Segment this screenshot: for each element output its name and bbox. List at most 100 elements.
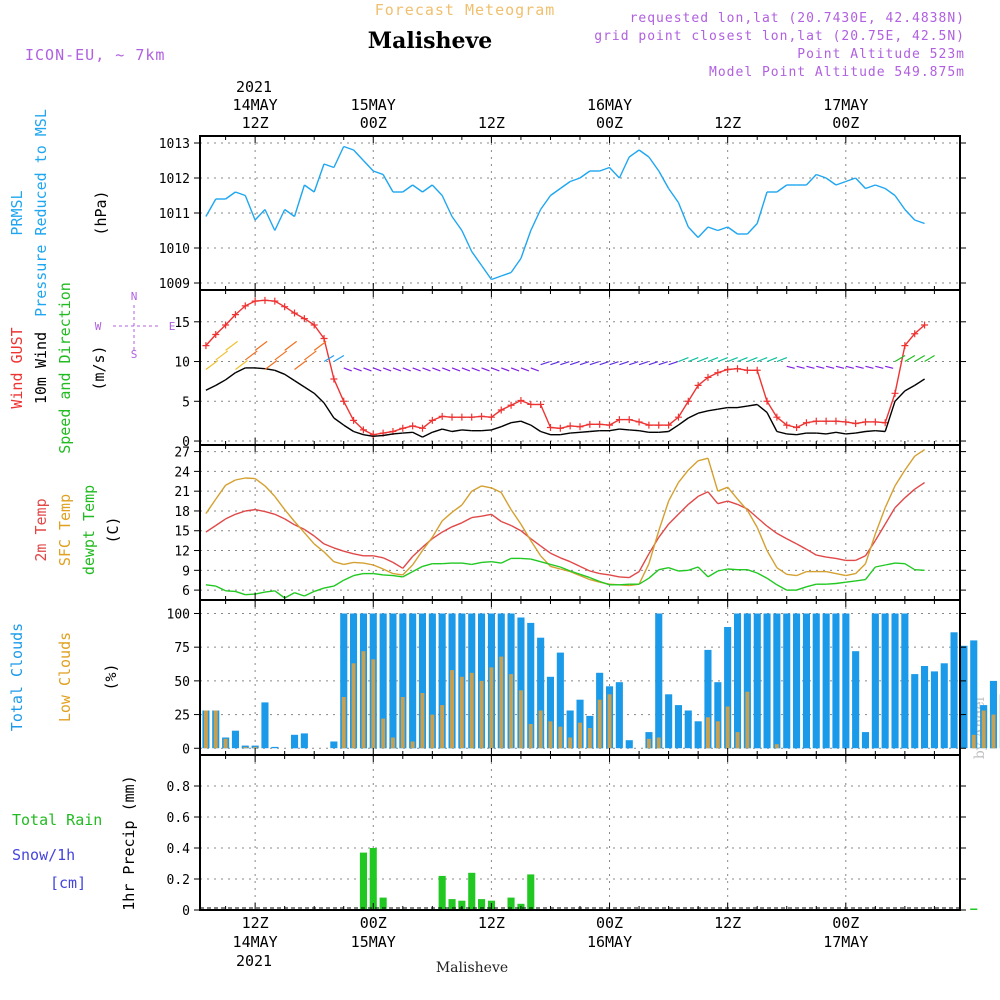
total_clouds-bar bbox=[763, 613, 771, 749]
low_clouds-bar bbox=[745, 691, 750, 749]
gust-segment bbox=[668, 416, 679, 426]
total_clouds-bar bbox=[231, 730, 239, 749]
dewpt-segment bbox=[835, 581, 846, 585]
y-tick-label: 1012 bbox=[159, 172, 190, 187]
gust-marker bbox=[802, 419, 810, 427]
wind-segment bbox=[658, 430, 669, 433]
gust-marker bbox=[753, 366, 761, 374]
wind-segment bbox=[894, 390, 906, 402]
temp2m-segment bbox=[461, 516, 473, 524]
model-label: ICON-EU, ~ 7km bbox=[25, 46, 165, 64]
dewpt-segment bbox=[560, 566, 571, 572]
pressure-segment bbox=[461, 230, 473, 252]
wind-segment bbox=[284, 373, 295, 382]
total_clouds-bar bbox=[655, 613, 663, 749]
wind-arrow bbox=[707, 356, 719, 363]
pressure-segment bbox=[776, 184, 788, 193]
temp2m-segment bbox=[235, 510, 246, 515]
gust-marker bbox=[645, 421, 653, 429]
temp2m-segment bbox=[589, 570, 600, 575]
sfc-temp-label: SFC Temp bbox=[56, 494, 74, 566]
temp2m-segment bbox=[313, 535, 325, 545]
pressure-segment bbox=[303, 184, 315, 193]
wind-arrow bbox=[796, 365, 805, 369]
wind-arrow bbox=[471, 367, 480, 372]
dewpt-segment bbox=[373, 572, 384, 576]
wind-segment bbox=[638, 430, 650, 433]
prmsl-label: PRMSL bbox=[8, 190, 26, 235]
low_clouds-bar bbox=[538, 710, 543, 749]
sfc_temp-segment bbox=[431, 520, 443, 538]
sfc_temp-segment bbox=[421, 536, 433, 551]
low_clouds-bar bbox=[410, 741, 415, 749]
gust-marker bbox=[793, 424, 801, 432]
wind-arrow bbox=[619, 361, 629, 366]
sfc_temp-segment bbox=[471, 485, 482, 492]
sfc_temp-segment bbox=[638, 563, 650, 585]
dewpt-segment bbox=[619, 583, 630, 586]
wind-segment bbox=[313, 392, 325, 404]
y-tick-label: 15 bbox=[174, 525, 190, 540]
rain-bar bbox=[438, 875, 446, 910]
total_clouds-bar bbox=[399, 613, 407, 749]
pressure-segment bbox=[727, 226, 738, 235]
sfc_temp-segment bbox=[776, 567, 788, 575]
pressure-segment bbox=[816, 173, 827, 179]
wind-arrow bbox=[422, 367, 431, 372]
requested-point: requested lon,lat (20.7430E, 42.4838N) bbox=[630, 11, 965, 26]
dewpt-segment bbox=[304, 590, 315, 597]
pressure-segment bbox=[491, 275, 502, 281]
wind-arrow bbox=[648, 361, 659, 366]
gust-marker bbox=[812, 417, 820, 425]
wind-arrow bbox=[894, 355, 906, 363]
gust-segment bbox=[609, 418, 620, 426]
gust-marker bbox=[921, 321, 929, 329]
time-label-bottom-date: 17MAY bbox=[823, 933, 868, 951]
temp2m-segment bbox=[717, 500, 728, 505]
pressure-segment bbox=[402, 184, 414, 193]
dewpt-segment bbox=[491, 561, 502, 564]
rain-bar bbox=[468, 872, 476, 910]
forecast-label: Forecast Meteogram bbox=[375, 1, 556, 19]
dewpt-segment bbox=[461, 562, 472, 566]
sfc_temp-segment bbox=[451, 504, 463, 513]
low_clouds-bar bbox=[774, 744, 779, 749]
low_clouds-bar bbox=[371, 659, 376, 749]
wind-arrow bbox=[678, 356, 689, 363]
gust-marker bbox=[202, 342, 210, 350]
wind-arrow bbox=[382, 367, 392, 372]
sfc_temp-segment bbox=[589, 578, 600, 583]
wind-arrow bbox=[560, 361, 570, 366]
wind-segment bbox=[343, 424, 354, 433]
gust-marker bbox=[615, 416, 623, 424]
wind-arrow bbox=[914, 355, 926, 363]
wind-arrow bbox=[205, 360, 219, 370]
temp2m-segment bbox=[599, 572, 610, 576]
gust-marker bbox=[635, 418, 643, 426]
gust-segment bbox=[697, 376, 709, 386]
wind-segment bbox=[274, 369, 285, 375]
sfc_temp-segment bbox=[736, 498, 748, 511]
dewpt-segment bbox=[540, 561, 551, 566]
pressure-segment bbox=[668, 188, 679, 203]
gust-marker bbox=[438, 412, 446, 420]
snow-unit-label: [cm] bbox=[50, 874, 86, 892]
sfc_temp-segment bbox=[717, 486, 728, 492]
wind-arrow bbox=[845, 365, 854, 369]
total_clouds-bar bbox=[901, 613, 909, 749]
time-label-bottom-hour: 00Z bbox=[832, 914, 859, 932]
wind-segment bbox=[766, 412, 778, 432]
temp2m-segment bbox=[451, 522, 463, 528]
sfc_temp-segment bbox=[293, 521, 305, 534]
total_clouds-bar bbox=[674, 705, 682, 749]
rain-bar bbox=[448, 899, 456, 910]
dewpt-segment bbox=[520, 557, 531, 560]
footer-location: Malisheve bbox=[436, 960, 508, 976]
gust-segment bbox=[432, 415, 443, 422]
wind-arrow bbox=[274, 350, 288, 361]
low_clouds-bar bbox=[587, 728, 592, 749]
dewpt-segment bbox=[806, 583, 817, 588]
time-label-bottom-date: 15MAY bbox=[351, 933, 396, 951]
wind-arrow bbox=[294, 360, 307, 370]
sfc_temp-segment bbox=[520, 523, 532, 541]
